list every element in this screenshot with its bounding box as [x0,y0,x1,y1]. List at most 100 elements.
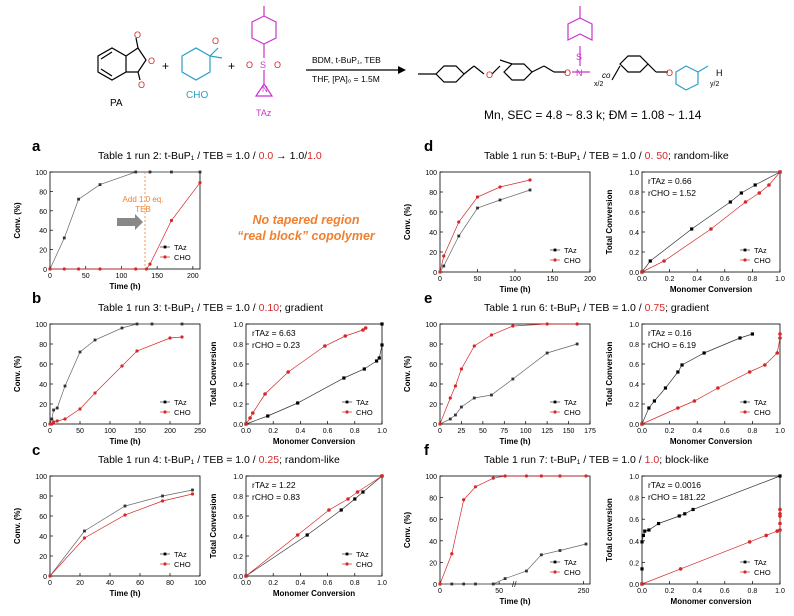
panel-letter-e: e [424,290,433,307]
y-tick-label: 0.6 [233,514,243,521]
x-tick-label: 0.8 [748,428,758,435]
cho-line [439,323,578,425]
legend-taz-marker [553,560,557,564]
taz-point [584,542,588,546]
cho-point [545,322,549,326]
y-tick-label: 80 [429,190,437,197]
taz-point [52,408,55,412]
legend-taz-label: TAz [174,550,187,559]
taz-point [123,504,127,508]
x-tick-label: 0.2 [268,580,278,587]
legend-cho-marker [553,570,557,574]
note-line-2: “real block” copolymer [237,229,375,243]
legend-cho-marker [345,562,349,566]
cho-point [498,185,502,189]
x-tick-label: 50 [82,273,90,280]
legend-taz-label: TAz [564,398,577,407]
y-tick-label: 100 [425,322,437,329]
r-taz-value: rTAz = 6.63 [252,328,296,338]
svg-text:O: O [148,56,155,66]
panel-title-e: Table 1 run 6: t-BuP₁ / TEB = 1.0 / 0.75… [484,302,709,314]
taz-point [652,399,657,403]
y-tick-label: 60 [39,209,47,216]
taz-point [78,350,82,354]
taz-point [266,414,270,418]
taz-line [49,489,193,577]
cho-point [355,490,360,494]
x-tick-label: 100 [104,428,116,435]
x-tick-label: 150 [563,428,575,435]
taz-point [305,533,309,537]
x-axis-label: Time (h) [110,282,141,291]
legend-cho-label: CHO [754,408,771,417]
legend-cho-marker [163,562,167,566]
title-text: Table 1 run 7: t-BuP₁ / TEB = 1.0 / [484,454,645,466]
y-axis-label: Conv. (%) [403,356,412,393]
x-axis-label: Monomer Conversion [670,437,752,446]
cho-point [168,336,172,340]
title-mid: → 1.0/ [273,150,308,162]
cho-point [180,335,184,339]
panel-title-f: Table 1 run 7: t-BuP₁ / TEB = 1.0 / 1.0;… [484,454,709,466]
x-tick-label: 1.0 [775,428,785,435]
cho-point [491,476,495,480]
y-tick-label: 60 [429,362,437,369]
cho-point [62,267,66,271]
chart-f-conversion: 0 20 40 60 80 100 0 50 250 // Time (h) Conv. (%) TAz… [403,474,591,606]
svg-text:O: O [134,30,141,40]
svg-text:O: O [486,70,493,80]
taz-point [62,236,66,240]
plot-frame [245,475,383,577]
x-tick-label: 0.8 [350,580,360,587]
x-tick-label: 250 [578,588,590,595]
taz-fit-curve [245,475,383,577]
y-axis-label: Conv. (%) [13,508,22,545]
r-cho-value: rCHO = 181.22 [648,492,706,502]
cho-point [120,364,124,368]
y-tick-label: 0.6 [629,210,639,217]
cho-point [767,183,771,187]
r-cho-value: rCHO = 0.83 [252,492,300,502]
taz-point [640,567,644,571]
x-tick-label: 50 [76,428,84,435]
y-tick-label: 40 [429,230,437,237]
legend-taz-label: TAz [564,246,577,255]
x-tick-label: 0 [438,276,442,283]
chart-e-conversion: 0 20 40 60 80 100 0 25 50 75 100 125 150 175 Time (h) C… [403,322,596,446]
taz-point [738,336,742,340]
taz-point [442,264,446,268]
x-axis-label: Time (h) [500,597,531,606]
legend-cho-marker [553,258,557,262]
x-axis-label: Monomer Conversion [670,285,752,294]
y-tick-label: 20 [39,248,47,255]
title-red: 0.10 [258,302,280,314]
y-tick-label: 0.8 [629,496,639,503]
y-axis-label: Total Conversion [209,494,218,559]
x-tick-label: 0.6 [323,580,333,587]
chart-d-total-conversion: 0.0 0.2 0.4 0.6 0.8 1.0 0.0 0.2 0.4 0.6 0.8 1.0 Mono… [605,170,785,294]
cho-point [93,391,97,395]
svg-text:O: O [274,60,281,70]
legend-taz-marker [553,400,557,404]
x-tick-label: 0.0 [637,428,647,435]
taz-point [525,569,528,573]
chart-c-conversion: 0 20 40 60 80 100 0 20 40 60 80 100 Time (h) Conv. (%… [13,474,206,598]
x-axis-label: Monomer conversion [671,597,752,606]
x-tick-label: 250 [194,428,206,435]
legend-taz-label: TAz [564,558,577,567]
x-tick-label: 0.4 [296,580,306,587]
r-taz-value: rTAz = 0.66 [648,176,692,186]
x-tick-label: 200 [164,428,176,435]
x-tick-label: 0 [48,580,52,587]
cho-point [169,218,174,223]
taz-point [677,514,681,518]
x-axis-label: Monomer Conversion [273,437,355,446]
cho-point [190,492,195,496]
x-axis-label: Time (h) [110,589,141,598]
y-tick-label: 0.6 [629,517,639,524]
taz-point [739,191,743,195]
r-taz-value: rTAz = 0.16 [648,328,692,338]
y-tick-label: 0.8 [233,494,243,501]
y-tick-label: 0.8 [629,342,639,349]
taz-point [77,197,80,201]
